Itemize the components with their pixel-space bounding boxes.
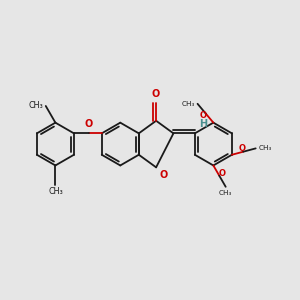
Text: O: O (152, 89, 160, 99)
Text: O: O (219, 169, 226, 178)
Text: H: H (199, 119, 207, 130)
Text: CH₃: CH₃ (181, 101, 195, 107)
Text: CH₃: CH₃ (48, 187, 63, 196)
Text: O: O (160, 170, 168, 180)
Text: O: O (239, 144, 246, 153)
Text: CH₃: CH₃ (28, 101, 44, 110)
Text: O: O (200, 111, 207, 120)
Text: CH₃: CH₃ (219, 190, 232, 196)
Text: O: O (85, 119, 93, 130)
Text: CH₃: CH₃ (259, 146, 272, 152)
